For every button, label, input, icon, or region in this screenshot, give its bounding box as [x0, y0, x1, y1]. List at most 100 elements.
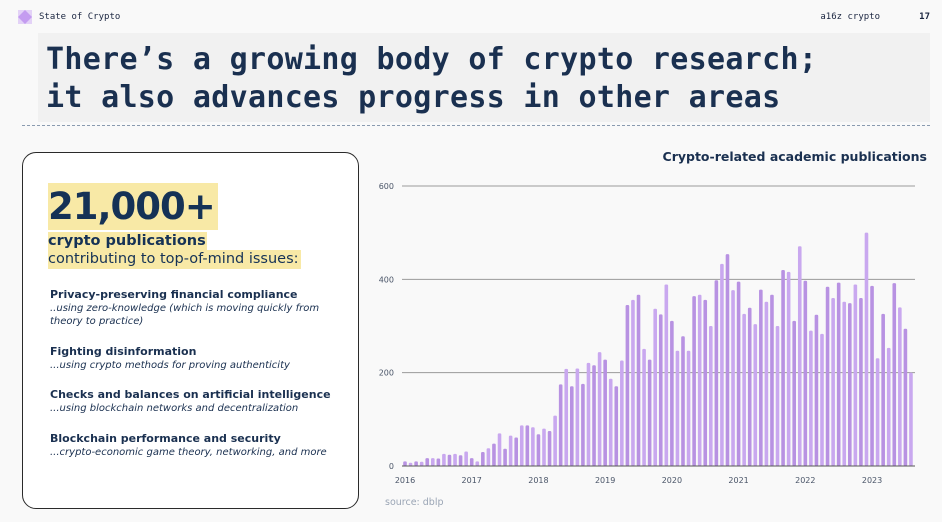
bar	[525, 425, 530, 466]
bar	[631, 299, 635, 466]
bar	[681, 336, 685, 466]
bar	[453, 453, 457, 466]
bar	[436, 458, 441, 466]
bar	[836, 282, 841, 466]
purple-diamond-logo-icon	[18, 10, 32, 24]
bar	[797, 246, 802, 466]
chart-source: source: dblp	[385, 497, 444, 508]
item-heading: Fighting disinformation	[50, 345, 197, 358]
list-item: Fighting disinformation ...using crypto …	[50, 345, 340, 372]
bar	[792, 320, 796, 466]
stat-sublabel: contributing to top-of-mind issues:	[48, 250, 301, 269]
bar	[764, 301, 769, 466]
bar	[747, 307, 752, 466]
bar	[408, 462, 413, 466]
bar	[870, 285, 874, 466]
x-tick-label: 2023	[862, 476, 882, 485]
bar	[714, 280, 719, 466]
bar	[770, 294, 774, 466]
bar	[753, 324, 758, 466]
bar	[809, 330, 813, 466]
bar	[848, 303, 852, 466]
bar	[614, 386, 619, 466]
bar	[592, 365, 596, 466]
bar	[881, 313, 885, 466]
bar	[703, 299, 708, 466]
page-title: There’s a growing body of crypto researc…	[46, 41, 817, 117]
stat-label: crypto publications	[48, 232, 207, 250]
bar	[519, 425, 524, 466]
y-tick-label: 0	[389, 462, 394, 471]
bar	[486, 448, 491, 466]
list-item: Blockchain performance and security ...c…	[50, 432, 340, 459]
x-tick-label: 2016	[395, 476, 415, 485]
bar	[892, 283, 897, 466]
bar	[820, 333, 824, 466]
list-item: Checks and balances on artificial intell…	[50, 388, 340, 415]
bar	[608, 378, 613, 466]
bar	[781, 270, 785, 466]
y-tick-label: 600	[379, 182, 394, 191]
bar	[469, 458, 474, 466]
bar	[692, 296, 696, 466]
title-box: There’s a growing body of crypto researc…	[38, 33, 930, 122]
bar	[503, 448, 507, 466]
bar	[597, 352, 602, 466]
bar	[625, 305, 630, 466]
bar	[570, 386, 574, 466]
bar	[481, 452, 485, 466]
bar	[658, 314, 663, 466]
bar	[875, 358, 880, 466]
bar	[508, 435, 513, 466]
org-label: a16z crypto	[820, 12, 880, 22]
item-desc: ...using blockchain networks and decentr…	[50, 403, 299, 414]
x-tick-label: 2020	[662, 476, 682, 485]
bar	[786, 271, 791, 466]
bar	[814, 314, 819, 466]
bar	[725, 254, 730, 466]
x-tick-label: 2022	[795, 476, 815, 485]
bar	[675, 350, 680, 466]
bar	[831, 298, 835, 466]
list-item: Privacy-preserving financial compliance …	[50, 288, 340, 328]
bar	[886, 347, 891, 466]
bar	[464, 451, 468, 466]
bar	[636, 294, 641, 466]
bar	[514, 437, 518, 466]
title-line-2: it also advances progress in other areas	[46, 80, 781, 115]
top-bar: State of Crypto a16z crypto 17	[18, 10, 930, 26]
bar	[447, 454, 452, 466]
bar	[581, 383, 585, 466]
bar	[425, 458, 430, 466]
bar	[653, 308, 657, 466]
bar	[664, 284, 669, 466]
bar	[403, 461, 407, 466]
bar	[458, 455, 463, 466]
x-tick-label: 2019	[595, 476, 615, 485]
divider	[22, 125, 930, 126]
item-desc: ...crypto-economic game theory, networki…	[50, 447, 327, 458]
bar	[720, 263, 724, 466]
x-tick-label: 2018	[528, 476, 548, 485]
bar	[670, 320, 674, 466]
x-tick-label: 2021	[728, 476, 748, 485]
bar	[536, 434, 541, 466]
title-line-1: There’s a growing body of crypto researc…	[46, 42, 818, 77]
bar	[647, 359, 652, 466]
bar	[431, 458, 435, 466]
bar	[742, 313, 746, 466]
bar	[775, 326, 780, 466]
bar	[842, 301, 847, 466]
bar	[603, 359, 607, 466]
bar	[903, 328, 908, 466]
bar	[620, 360, 624, 466]
y-tick-label: 200	[379, 369, 394, 378]
bar	[542, 428, 546, 466]
bar	[531, 427, 535, 466]
bar	[547, 431, 552, 466]
bar	[475, 461, 480, 466]
bar	[898, 307, 902, 466]
page-number: 17	[919, 12, 930, 22]
item-desc: ...using crypto methods for proving auth…	[50, 360, 290, 371]
